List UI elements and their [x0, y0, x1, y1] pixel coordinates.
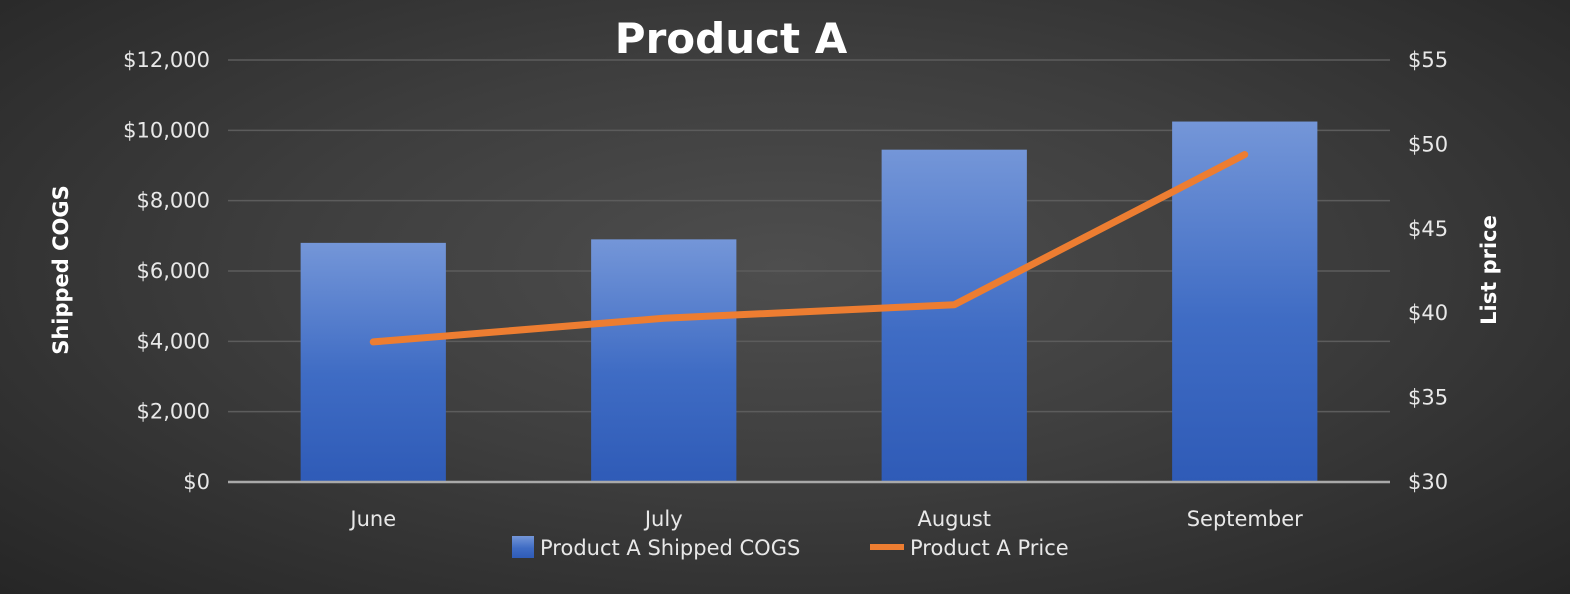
y-tick-label: $6,000	[137, 259, 210, 283]
y-axis-right: $30 $35 $40 $45 $50 $55	[1408, 48, 1448, 494]
y-tick-label: $12,000	[123, 48, 210, 72]
x-tick-label: July	[643, 507, 683, 531]
y2-axis-title: List price	[1477, 215, 1501, 325]
y2-tick-label: $55	[1408, 48, 1448, 72]
y2-tick-label: $35	[1408, 386, 1448, 410]
x-tick-label: September	[1187, 507, 1303, 531]
x-axis: June July August September	[228, 480, 1390, 531]
y2-tick-label: $45	[1408, 217, 1448, 241]
bar-june	[300, 242, 446, 482]
price-line	[369, 151, 1249, 346]
bars	[300, 121, 1318, 483]
bar-september	[1172, 121, 1318, 483]
legend-label-price: Product A Price	[910, 536, 1069, 560]
x-tick-label: August	[918, 507, 992, 531]
y2-tick-label: $40	[1408, 301, 1448, 325]
y-axis-left: $0 $2,000 $4,000 $6,000 $8,000 $10,000 $12,000	[123, 48, 210, 494]
legend: Product A Shipped COGS Product A Price	[512, 536, 1069, 560]
y-axis-title: Shipped COGS	[49, 185, 73, 355]
bar-august	[881, 149, 1027, 483]
y-tick-label: $4,000	[137, 329, 210, 353]
y2-tick-label: $30	[1408, 470, 1448, 494]
bar-july	[591, 239, 737, 482]
chart-title: Product A	[615, 14, 848, 63]
y2-tick-label: $50	[1408, 132, 1448, 156]
x-tick-label: June	[348, 507, 396, 531]
legend-swatch-shipped-cogs	[512, 536, 534, 558]
y-tick-label: $0	[183, 470, 210, 494]
y-tick-label: $8,000	[137, 189, 210, 213]
y-tick-label: $2,000	[137, 400, 210, 424]
legend-label-shipped-cogs: Product A Shipped COGS	[540, 536, 800, 560]
price-series-line	[369, 151, 1249, 346]
y-tick-label: $10,000	[123, 118, 210, 142]
